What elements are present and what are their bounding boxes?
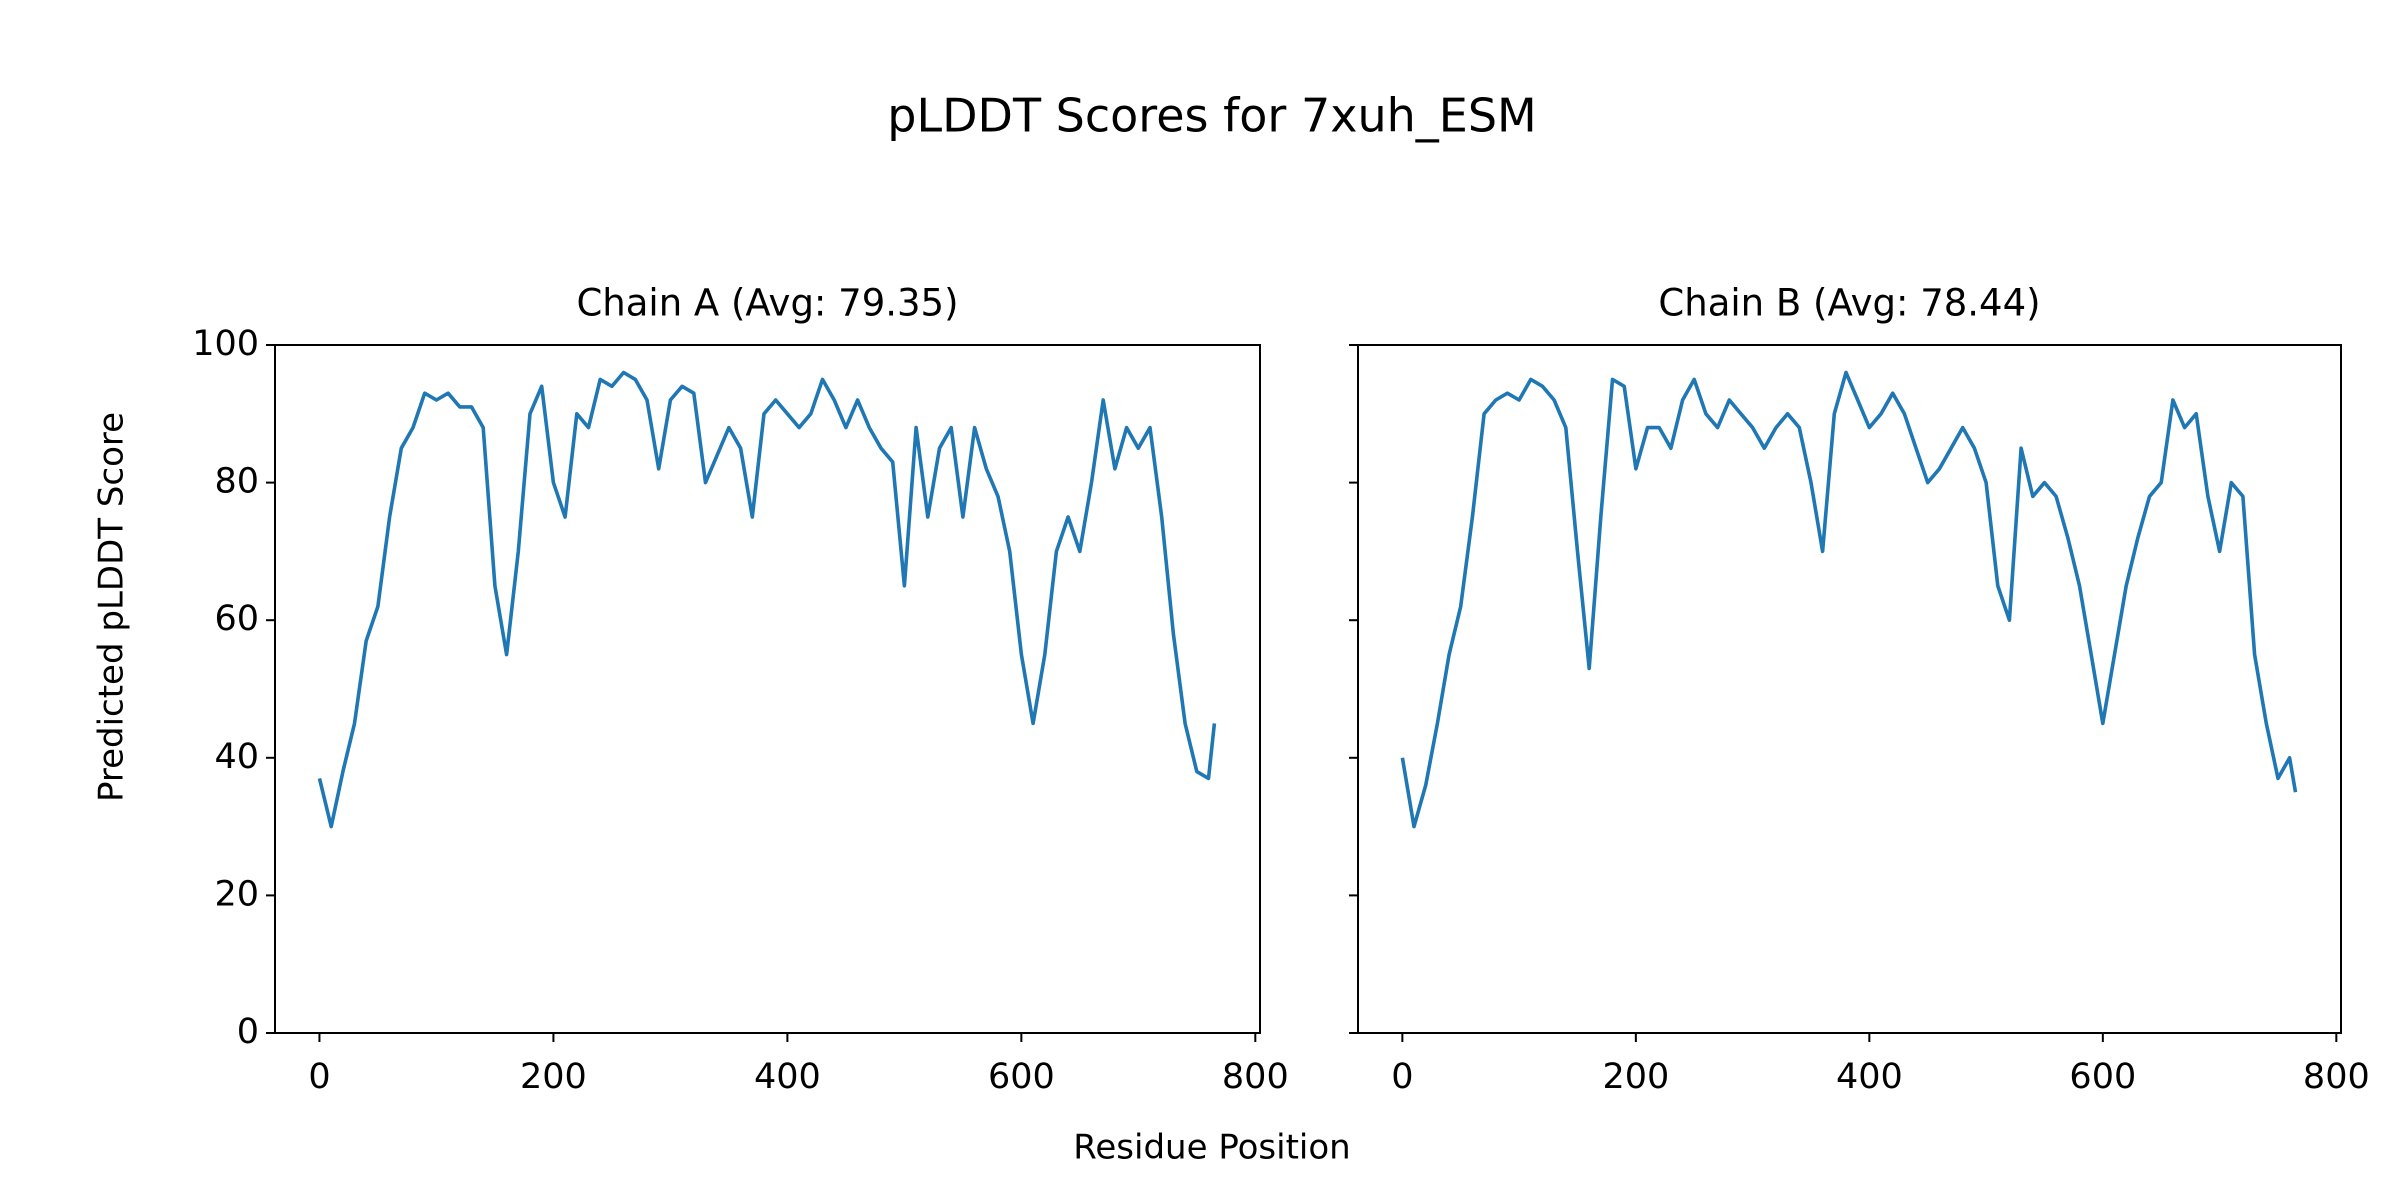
x-tick-label: 600 (2069, 1057, 2136, 1097)
x-tick-label: 400 (1836, 1057, 1903, 1097)
x-tick-label: 0 (1391, 1057, 1413, 1097)
y-tick-label: 80 (214, 462, 259, 502)
line (1400, 370, 2298, 829)
panel-title: Chain B (Avg: 78.44) (1658, 282, 2040, 325)
y-tick-label: 40 (214, 737, 259, 777)
x-tick-label: 400 (754, 1057, 821, 1097)
axes-frame (1357, 344, 2342, 1034)
panel-title: Chain A (Avg: 79.35) (576, 282, 958, 325)
x-tick-label: 600 (988, 1057, 1055, 1097)
x-tick-label: 200 (520, 1057, 587, 1097)
x-tick-label: 800 (2303, 1057, 2370, 1097)
x-tick-label: 200 (1602, 1057, 1669, 1097)
y-tick-label: 60 (214, 599, 259, 639)
y-tick-label: 0 (237, 1012, 259, 1052)
axes-frame (274, 344, 1261, 1034)
line (317, 370, 1217, 829)
x-tick-label: 0 (308, 1057, 330, 1097)
y-axis-label: Predicted pLDDT Score (92, 412, 132, 802)
y-tick-label: 100 (192, 324, 259, 364)
y-tick-label: 20 (214, 874, 259, 914)
x-tick-label: 800 (1222, 1057, 1289, 1097)
x-axis-label: Residue Position (1073, 1128, 1350, 1168)
chart-title: pLDDT Scores for 7xuh_ESM (887, 89, 1536, 143)
